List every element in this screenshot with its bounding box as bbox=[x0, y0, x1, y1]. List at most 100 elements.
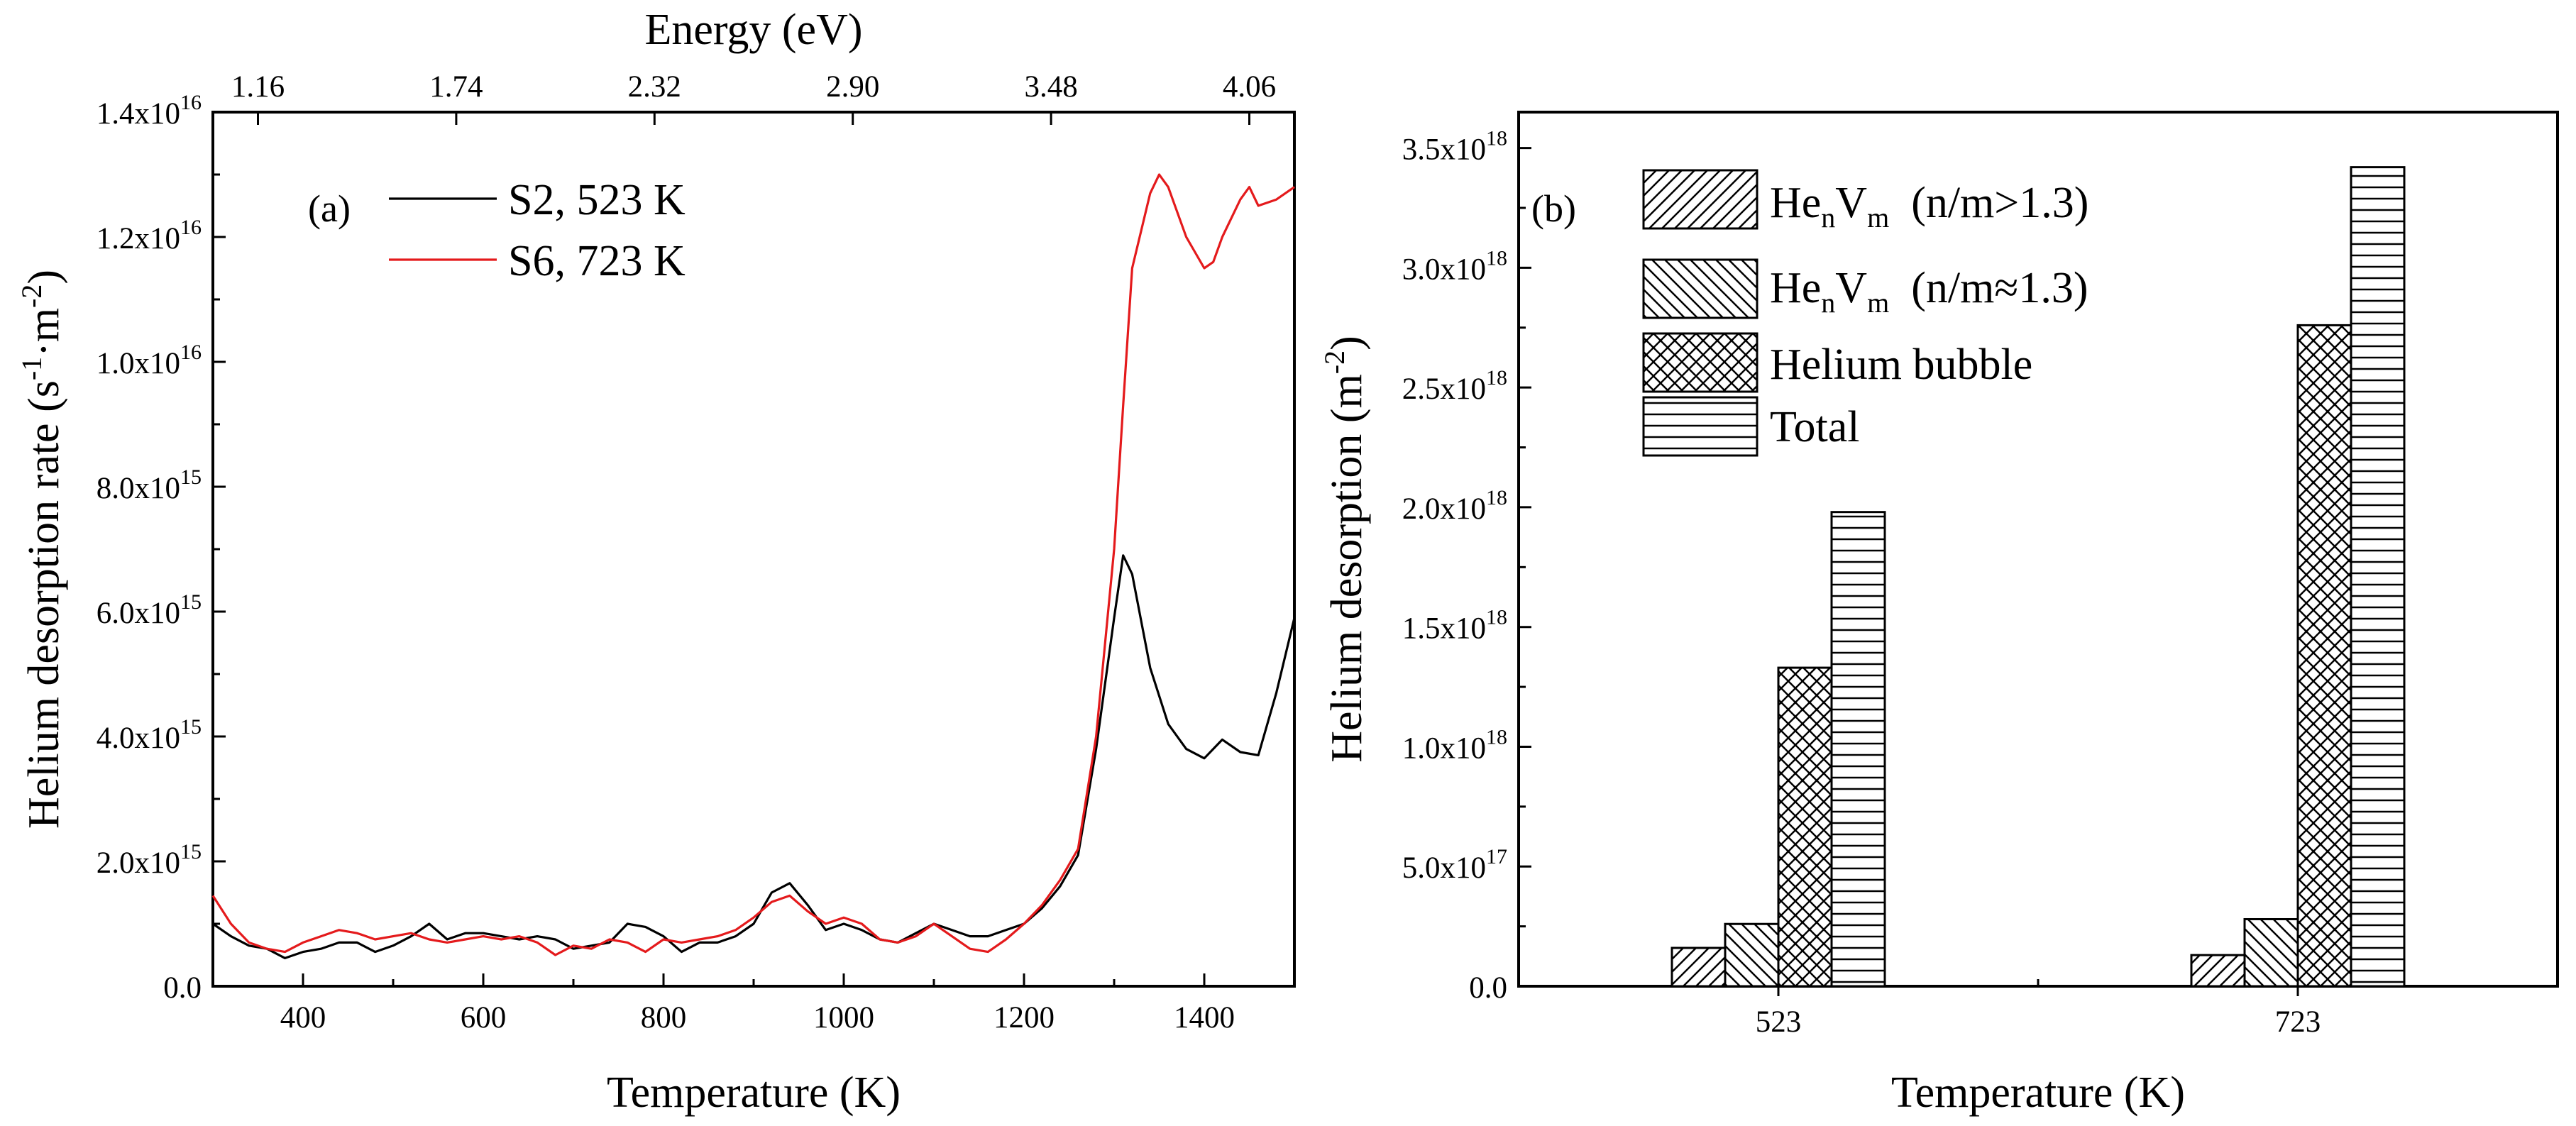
bar-723-series-1 bbox=[2243, 917, 2299, 988]
panel-b-y-tick-label-1: 5.0x1017 bbox=[1402, 845, 1507, 885]
panel-a-y-tick-label-7-mantissa: 1.4x10 bbox=[97, 97, 180, 131]
bar-523-series-0 bbox=[1670, 946, 1727, 988]
panel-b-x-tick-label-523: 523 bbox=[1756, 1005, 1802, 1039]
panel-a-y-axis-title: Helium desorption rate (s-1·m-2) bbox=[16, 270, 68, 829]
panel-a-y-title-exp2: -2 bbox=[16, 285, 48, 308]
panel-b-y-tick-label-5-mantissa: 2.5x10 bbox=[1402, 372, 1486, 406]
panel-a-top-tick-label-3: 2.90 bbox=[826, 70, 879, 104]
panel-a-y-tick-label-3-exponent: 15 bbox=[180, 590, 202, 614]
panel-b-x-axis: 523 723 bbox=[1756, 979, 2321, 1039]
panel-a-x-tick-label-400: 400 bbox=[280, 1001, 326, 1034]
panel-b-y-tick-label-0-mantissa: 0.0 bbox=[1469, 971, 1507, 1005]
panel-b-y-tick-label-4: 2.0x1018 bbox=[1402, 486, 1507, 526]
panel-a-y-title-text: Helium desorption rate (s bbox=[20, 380, 68, 829]
panel-b-y-tick-label-3-mantissa: 1.5x10 bbox=[1402, 612, 1486, 646]
legend-label-helium-bubble: Helium bubble bbox=[1770, 341, 2032, 389]
panel-a-top-axis-title: Energy (eV) bbox=[644, 6, 862, 54]
legend-swatch-henvm-gt bbox=[1642, 169, 1758, 230]
panel-b-y-tick-label-0: 0.0 bbox=[1469, 971, 1507, 1005]
panel-b-y-axis-title: Helium desorption (m-2) bbox=[1319, 336, 1371, 763]
panel-b-y-tick-label-6-exponent: 18 bbox=[1486, 246, 1507, 270]
panel-b-y-tick-label-2: 1.0x1018 bbox=[1402, 725, 1507, 765]
panel-b-y-title-exp: -2 bbox=[1319, 351, 1350, 374]
legend-label-total: Total bbox=[1770, 403, 1860, 451]
panel-b-y-tick-label-4-mantissa: 2.0x10 bbox=[1402, 492, 1486, 526]
legend-swatch-henvm-eq bbox=[1642, 258, 1758, 319]
panel-a-y-tick-label-4-mantissa: 8.0x10 bbox=[97, 472, 180, 505]
panel-a-y-title-sep: ·m bbox=[20, 308, 68, 357]
panel-a-y-tick-label-5-exponent: 16 bbox=[180, 341, 202, 364]
legend-label-henvm-eq: HenVm (n/m≈1.3) bbox=[1770, 264, 2088, 319]
panel-b-y-tick-label-1-mantissa: 5.0x10 bbox=[1402, 851, 1486, 885]
panel-b-bars-group bbox=[1670, 166, 2406, 988]
panel-a-plot-frame bbox=[211, 111, 1296, 988]
legend-henvm-eq-tail: (n/m≈1.3) bbox=[1889, 264, 2088, 312]
panel-b-y-tick-label-5-exponent: 18 bbox=[1486, 366, 1507, 390]
panel-a-line-chart: 400 600 800 1000 1200 1400 0.02.0x10154.0x101… bbox=[16, 6, 1296, 1117]
panel-b-y-tick-label-4-exponent: 18 bbox=[1486, 486, 1507, 509]
panel-a-y-tick-label-4-exponent: 15 bbox=[180, 465, 202, 489]
panel-a-x-tick-label-1000: 1000 bbox=[813, 1001, 874, 1034]
legend-swatch-total bbox=[1642, 396, 1758, 457]
panel-a-y-tick-label-7-exponent: 16 bbox=[180, 91, 202, 114]
panel-a-y-tick-label-1: 2.0x1015 bbox=[97, 840, 202, 880]
panel-b-y-title-text: Helium desorption (m bbox=[1323, 374, 1371, 763]
bar-723-series-3 bbox=[2350, 166, 2406, 988]
panel-a-x-tick-label-600: 600 bbox=[461, 1001, 507, 1034]
panel-b-y-tick-label-3-exponent: 18 bbox=[1486, 606, 1507, 629]
bar-523-series-2 bbox=[1777, 666, 1833, 988]
panel-b-y-tick-label-5: 2.5x1018 bbox=[1402, 366, 1507, 406]
panel-a-y-tick-label-7: 1.4x1016 bbox=[97, 91, 202, 131]
series-line-s6-723k bbox=[211, 173, 1295, 956]
panel-a-y-tick-label-6-exponent: 16 bbox=[180, 216, 202, 239]
legend-henvm-gt-tail: (n/m>1.3) bbox=[1889, 179, 2088, 227]
panel-b-legend: HenVm (n/m>1.3) HenVm (n/m≈1.3) Helium b… bbox=[1642, 169, 2088, 457]
panel-b-y-tick-label-7: 3.5x1018 bbox=[1402, 127, 1507, 167]
panel-b-y-tick-label-1-exponent: 17 bbox=[1486, 845, 1507, 868]
panel-a-y-title-exp1: -1 bbox=[16, 357, 48, 380]
panel-a-top-tick-label-0: 1.16 bbox=[231, 70, 285, 104]
bar-723-series-0 bbox=[2190, 954, 2246, 988]
panel-a-y-tick-label-6-mantissa: 1.2x10 bbox=[97, 222, 180, 255]
panel-b-y-tick-label-2-mantissa: 1.0x10 bbox=[1402, 732, 1486, 765]
panel-a-x-axis: 400 600 800 1000 1200 1400 bbox=[211, 973, 1296, 1034]
panel-b-y-tick-label-3: 1.5x1018 bbox=[1402, 606, 1507, 646]
legend-swatch-helium-bubble bbox=[1642, 332, 1758, 393]
panel-a-y-tick-label-5-mantissa: 1.0x10 bbox=[97, 347, 180, 380]
panel-b-x-tick-label-723: 723 bbox=[2275, 1005, 2321, 1039]
panel-b-label: (b) bbox=[1531, 187, 1576, 230]
panel-a-x-tick-label-800: 800 bbox=[641, 1001, 687, 1034]
bar-523-series-1 bbox=[1724, 922, 1780, 988]
legend-henvm-gt-sub2: m bbox=[1867, 202, 1889, 233]
panel-a-x-tick-label-1400: 1400 bbox=[1174, 1001, 1235, 1034]
panel-a-series-group bbox=[211, 173, 1296, 959]
legend-label-henvm-gt: HenVm (n/m>1.3) bbox=[1770, 179, 2088, 233]
legend-label-s6: S6, 723 K bbox=[508, 237, 686, 285]
panel-a-y-tick-label-2-exponent: 15 bbox=[180, 715, 202, 739]
panel-a-y-tick-label-0-mantissa: 0.0 bbox=[163, 971, 202, 1005]
panel-a-top-tick-label-4: 3.48 bbox=[1024, 70, 1077, 104]
panel-b-y-tick-label-6-mantissa: 3.0x10 bbox=[1402, 253, 1486, 286]
panel-a-legend: S2, 523 K S6, 723 K bbox=[389, 176, 686, 285]
panel-a-y-tick-label-3-mantissa: 6.0x10 bbox=[97, 597, 180, 630]
panel-a-y-title-close: ) bbox=[20, 270, 68, 285]
legend-henvm-eq-sub2: m bbox=[1867, 287, 1889, 319]
panel-a-top-tick-label-1: 1.74 bbox=[429, 70, 483, 104]
panel-a-label: (a) bbox=[308, 187, 351, 230]
panel-a-y-tick-label-4: 8.0x1015 bbox=[97, 465, 202, 505]
legend-henvm-eq-mid: V bbox=[1835, 264, 1867, 312]
panel-a-y-tick-label-2-mantissa: 4.0x10 bbox=[97, 722, 180, 755]
bar-723-series-2 bbox=[2296, 324, 2352, 988]
legend-henvm-gt-base: He bbox=[1770, 179, 1821, 227]
panel-b-y-tick-label-2-exponent: 18 bbox=[1486, 725, 1507, 749]
panel-b-y-tick-label-7-mantissa: 3.5x10 bbox=[1402, 133, 1486, 167]
panel-a-y-tick-label-1-mantissa: 2.0x10 bbox=[97, 846, 180, 880]
legend-label-s2: S2, 523 K bbox=[508, 176, 686, 224]
panel-b-y-title-close: ) bbox=[1323, 336, 1371, 351]
panel-a-top-tick-label-2: 2.32 bbox=[628, 70, 681, 104]
panel-a-y-axis: 0.02.0x10154.0x10156.0x10158.0x10151.0x1… bbox=[97, 91, 226, 1005]
legend-henvm-gt-sub1: n bbox=[1821, 202, 1835, 233]
bar-523-series-3 bbox=[1830, 511, 1886, 988]
series-line-s2-523k bbox=[212, 554, 1296, 959]
